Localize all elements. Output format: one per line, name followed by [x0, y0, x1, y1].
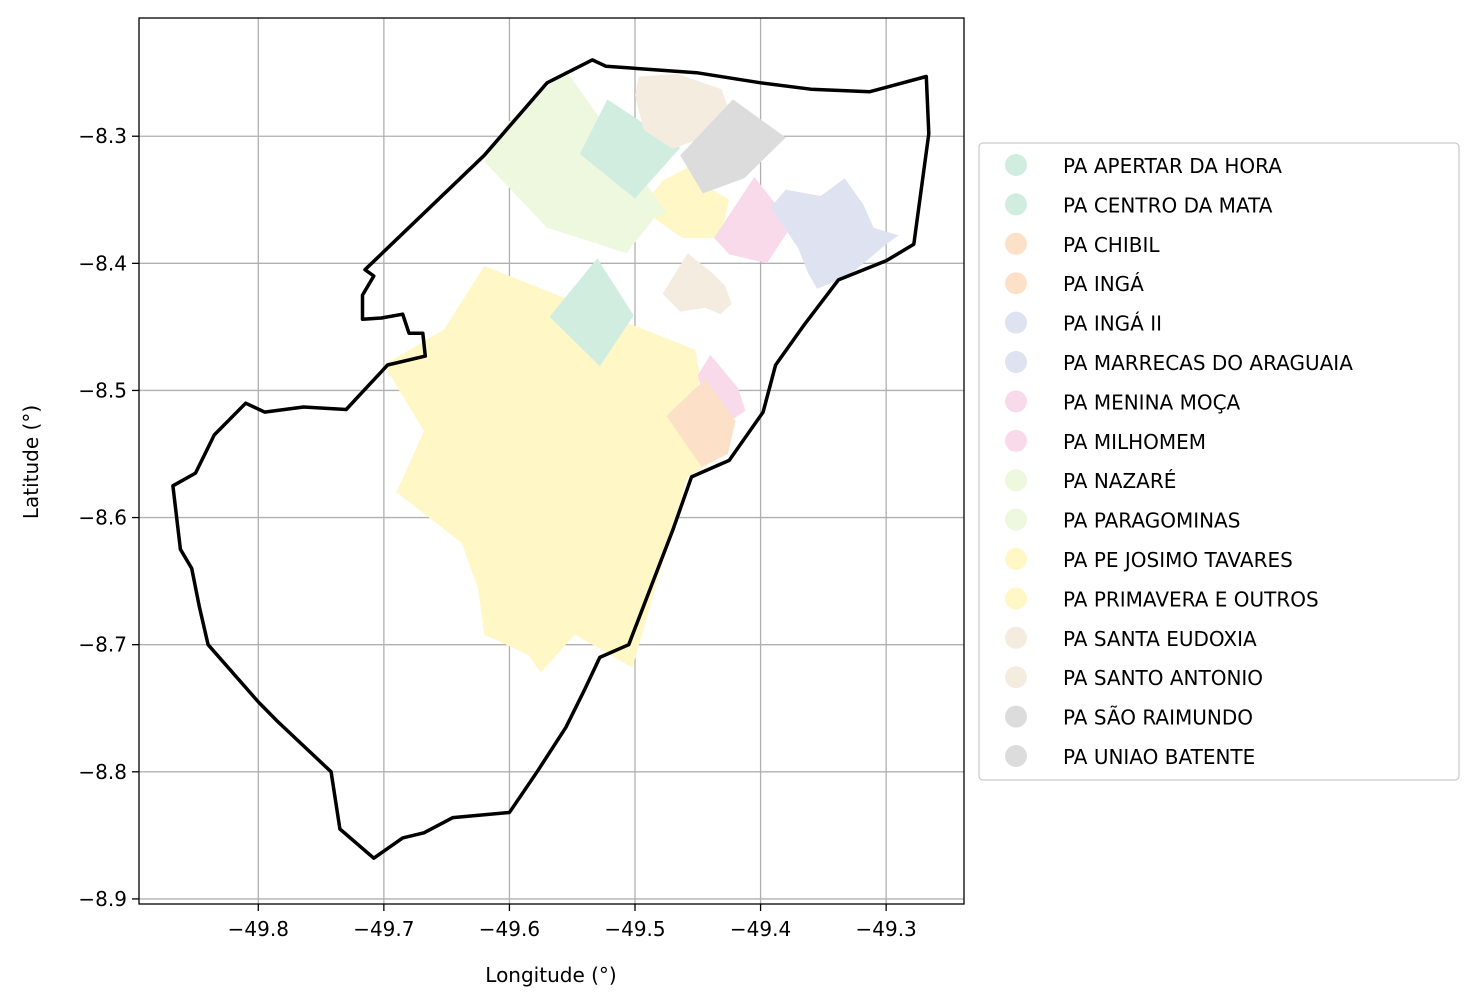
legend-label: PA SANTO ANTONIO [1063, 666, 1263, 690]
legend-marker [1005, 469, 1027, 492]
legend-entry: PA SANTO ANTONIO [1005, 666, 1263, 690]
x-tick-label: −49.6 [479, 917, 540, 941]
legend-entry: PA PARAGOMINAS [1005, 508, 1240, 533]
plot-area [138, 17, 965, 905]
y-tick-label: −8.9 [78, 887, 127, 911]
legend-entry: PA PRIMAVERA E OUTROS [1005, 587, 1319, 611]
settlement-polygon [770, 178, 899, 289]
y-tick-label: −8.8 [78, 760, 127, 784]
y-tick-label: −8.3 [78, 124, 127, 148]
legend-label: PA CENTRO DA MATA [1063, 193, 1273, 217]
x-tick-label: −49.8 [228, 917, 289, 941]
y-tick-label: −8.7 [78, 633, 127, 657]
y-axis-label: Latitude (°) [19, 405, 43, 519]
legend-label: PA SANTA EUDOXIA [1063, 627, 1257, 651]
legend-label: PA MARRECAS DO ARAGUAIA [1063, 351, 1353, 375]
legend-marker [1005, 745, 1027, 767]
legend-label: PA PARAGOMINAS [1063, 509, 1240, 533]
x-tick-label: −49.7 [353, 917, 414, 941]
legend-label: PA INGÁ [1063, 272, 1144, 296]
legend-entry: PA INGÁ [1005, 272, 1144, 296]
legend-entry: PA NAZARÉ [1005, 469, 1176, 493]
settlement-polygon [666, 379, 736, 467]
legend-label: PA PRIMAVERA E OUTROS [1063, 587, 1319, 611]
legend-entry: PA CHIBIL [1005, 232, 1160, 257]
legend-frame [978, 142, 1460, 781]
legend-label: PA MENINA MOÇA [1063, 390, 1241, 414]
legend-entry: PA MILHOMEM [1005, 429, 1206, 454]
legend-label: PA APERTAR DA HORA [1063, 154, 1282, 178]
legend-marker [1005, 587, 1027, 610]
settlement-polygon [383, 265, 726, 673]
legend-entry: PA SANTA EUDOXIA [1005, 626, 1257, 651]
y-tick-label: −8.4 [78, 251, 127, 275]
legend-marker [1005, 705, 1027, 728]
legend-entry: PA PE JOSIMO TAVARES [1005, 548, 1293, 572]
legend-entry: PA INGÁ II [1005, 311, 1162, 336]
legend-entry: PA CENTRO DA MATA [1005, 193, 1273, 217]
legend-label: PA MILHOMEM [1063, 430, 1206, 454]
legend-entry: PA APERTAR DA HORA [1005, 154, 1282, 178]
legend-marker [1005, 311, 1027, 334]
x-axis-ticks: −49.8 −49.7 −49.6 −49.5 −49.4 −49.3 [228, 904, 917, 941]
legend-entry: PA SÃO RAIMUNDO [1005, 705, 1253, 730]
settlement-polygon [697, 354, 746, 425]
y-tick-label: −8.6 [78, 506, 127, 530]
legend-label: PA NAZARÉ [1063, 469, 1176, 493]
settlement-polygons [383, 70, 899, 673]
legend-marker [1005, 351, 1027, 373]
legend-label: PA UNIAO BATENTE [1063, 745, 1255, 769]
legend-marker [1005, 232, 1027, 255]
municipality-boundary [171, 58, 931, 860]
legend-label: PA CHIBIL [1063, 233, 1160, 257]
legend-entry: PA UNIAO BATENTE [1005, 745, 1255, 769]
legend-marker [1005, 666, 1027, 689]
legend-label: PA SÃO RAIMUNDO [1063, 706, 1253, 730]
x-tick-label: −49.3 [855, 917, 916, 941]
settlement-polygon [647, 165, 730, 238]
legend-label: PA PE JOSIMO TAVARES [1063, 548, 1293, 572]
legend-entry: PA MARRECAS DO ARAGUAIA [1005, 351, 1353, 375]
legend-marker [1005, 193, 1027, 216]
settlement-polygon [579, 99, 681, 199]
x-tick-label: −49.5 [604, 917, 665, 941]
legend-marker [1005, 154, 1027, 176]
settlement-polygon [484, 70, 667, 254]
legend-marker [1005, 429, 1027, 452]
legend-marker [1005, 626, 1027, 649]
legend-entry: PA MENINA MOÇA [1005, 390, 1241, 414]
settlement-polygon [662, 253, 732, 315]
legend-marker [1005, 272, 1027, 295]
y-tick-label: −8.5 [78, 378, 127, 402]
legend: PA APERTAR DA HORA PA CENTRO DA MATA PA CH… [978, 142, 1460, 781]
x-axis-label: Longitude (°) [485, 963, 616, 987]
x-tick-label: −49.4 [730, 917, 791, 941]
legend-label: PA INGÁ II [1063, 312, 1162, 336]
legend-marker [1005, 390, 1027, 413]
settlement-polygon [549, 258, 634, 367]
plot-frame [138, 17, 965, 905]
y-axis-ticks: −8.3 −8.4 −8.5 −8.6 −8.7 −8.8 −8.9 [78, 124, 139, 911]
settlement-polygon [714, 176, 792, 264]
legend-marker [1005, 508, 1027, 531]
settlement-polygon [680, 99, 786, 194]
legend-marker [1005, 548, 1027, 570]
